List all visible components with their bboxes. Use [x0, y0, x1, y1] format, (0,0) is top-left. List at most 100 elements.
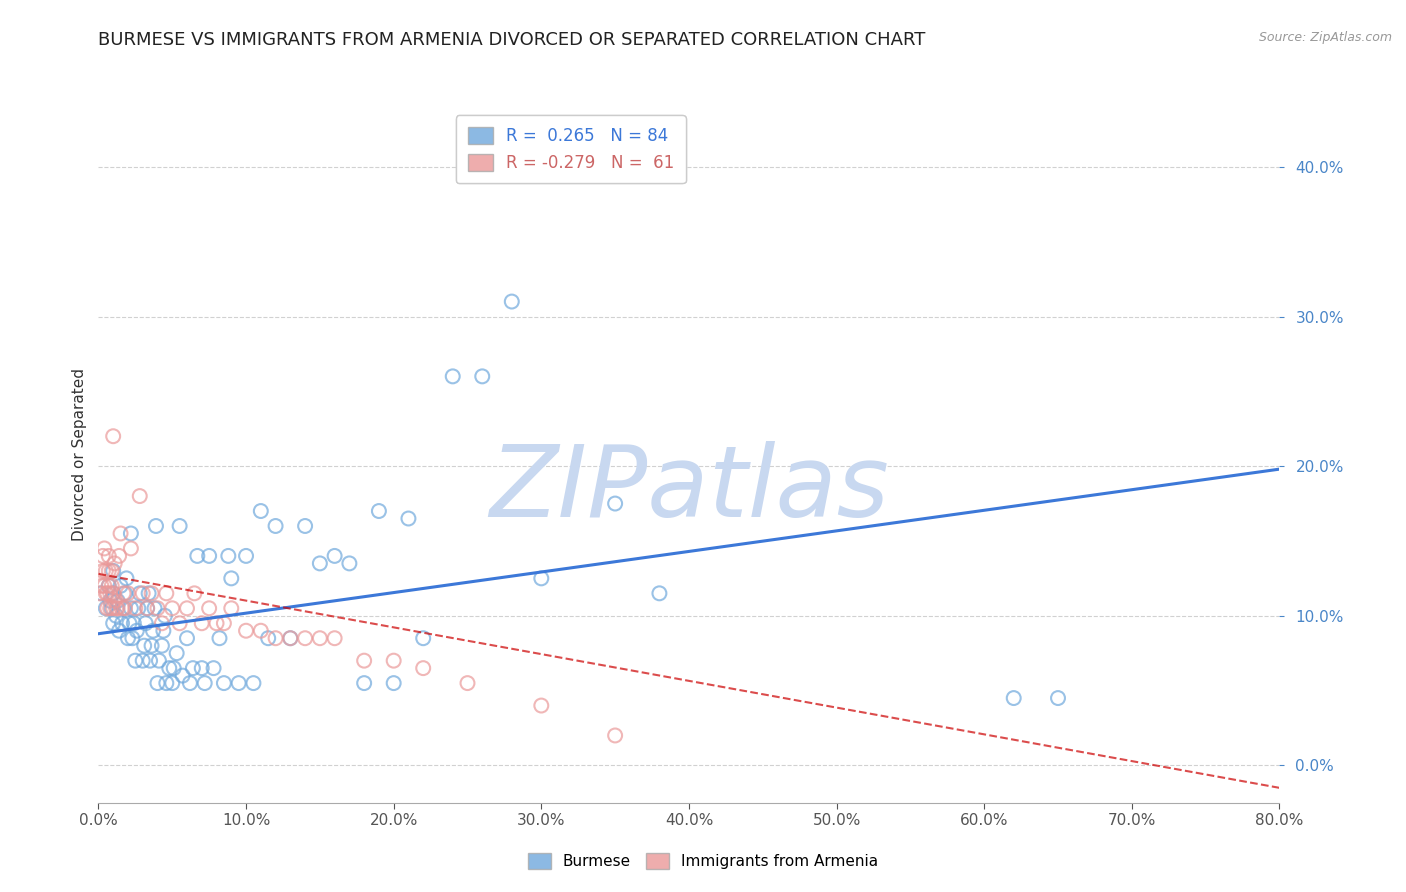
Point	[136, 601, 159, 615]
Point	[309, 557, 332, 571]
Legend: R =  0.265   N = 84, R = -0.279   N =  61: R = 0.265 N = 84, R = -0.279 N = 61	[456, 115, 686, 184]
Point	[118, 616, 141, 631]
Point	[94, 586, 117, 600]
Point	[353, 676, 375, 690]
Point	[235, 624, 257, 638]
Point	[91, 564, 114, 578]
Point	[146, 676, 169, 690]
Point	[441, 369, 464, 384]
Point	[155, 586, 177, 600]
Point	[166, 646, 188, 660]
Point	[412, 631, 434, 645]
Point	[278, 631, 302, 645]
Point	[191, 661, 214, 675]
Point	[264, 631, 287, 645]
Point	[120, 541, 142, 556]
Point	[124, 601, 146, 615]
Point	[93, 579, 115, 593]
Point	[183, 586, 205, 600]
Point	[205, 616, 228, 631]
Point	[117, 586, 139, 600]
Point	[139, 654, 162, 668]
Point	[157, 661, 180, 675]
Point	[368, 504, 391, 518]
Point	[94, 601, 117, 615]
Point	[382, 654, 405, 668]
Point	[125, 624, 148, 638]
Point	[250, 624, 273, 638]
Point	[208, 631, 231, 645]
Point	[128, 586, 150, 600]
Point	[219, 571, 242, 585]
Point	[143, 601, 166, 615]
Point	[103, 616, 125, 631]
Point	[191, 616, 214, 631]
Point	[104, 594, 127, 608]
Point	[91, 549, 114, 563]
Point	[176, 601, 198, 615]
Point	[103, 429, 125, 443]
Point	[150, 616, 173, 631]
Point	[353, 654, 375, 668]
Point	[152, 624, 174, 638]
Point	[250, 504, 273, 518]
Point	[124, 654, 146, 668]
Point	[132, 654, 155, 668]
Point	[146, 601, 169, 615]
Point	[605, 729, 627, 743]
Point	[90, 579, 112, 593]
Text: ZIPatlas: ZIPatlas	[489, 442, 889, 538]
Point	[396, 511, 419, 525]
Point	[108, 624, 131, 638]
Point	[212, 676, 235, 690]
Point	[141, 586, 163, 600]
Point	[501, 294, 523, 309]
Point	[172, 668, 194, 682]
Point	[198, 549, 221, 563]
Point	[108, 549, 131, 563]
Point	[100, 601, 122, 615]
Point	[100, 579, 122, 593]
Point	[155, 676, 177, 690]
Point	[337, 557, 360, 571]
Point	[96, 601, 118, 615]
Point	[121, 631, 143, 645]
Point	[471, 369, 494, 384]
Point	[153, 608, 176, 623]
Point	[456, 676, 478, 690]
Point	[98, 594, 121, 608]
Point	[107, 601, 129, 615]
Point	[97, 549, 120, 563]
Point	[648, 586, 671, 600]
Point	[294, 519, 316, 533]
Point	[194, 676, 217, 690]
Point	[382, 676, 405, 690]
Point	[110, 526, 132, 541]
Text: BURMESE VS IMMIGRANTS FROM ARMENIA DIVORCED OR SEPARATED CORRELATION CHART: BURMESE VS IMMIGRANTS FROM ARMENIA DIVOR…	[98, 31, 925, 49]
Point	[103, 601, 125, 615]
Point	[162, 601, 183, 615]
Point	[117, 631, 139, 645]
Point	[136, 601, 159, 615]
Point	[127, 601, 149, 615]
Point	[530, 698, 553, 713]
Point	[134, 639, 156, 653]
Point	[294, 631, 316, 645]
Point	[228, 676, 250, 690]
Point	[323, 631, 346, 645]
Point	[148, 654, 170, 668]
Point	[181, 661, 204, 675]
Point	[103, 564, 125, 578]
Point	[94, 564, 117, 578]
Point	[114, 601, 136, 615]
Point	[141, 639, 163, 653]
Point	[104, 557, 127, 571]
Point	[212, 616, 235, 631]
Point	[97, 579, 120, 593]
Point	[176, 631, 198, 645]
Point	[105, 608, 128, 623]
Point	[142, 624, 165, 638]
Point	[257, 631, 280, 645]
Point	[90, 586, 112, 600]
Point	[89, 586, 111, 600]
